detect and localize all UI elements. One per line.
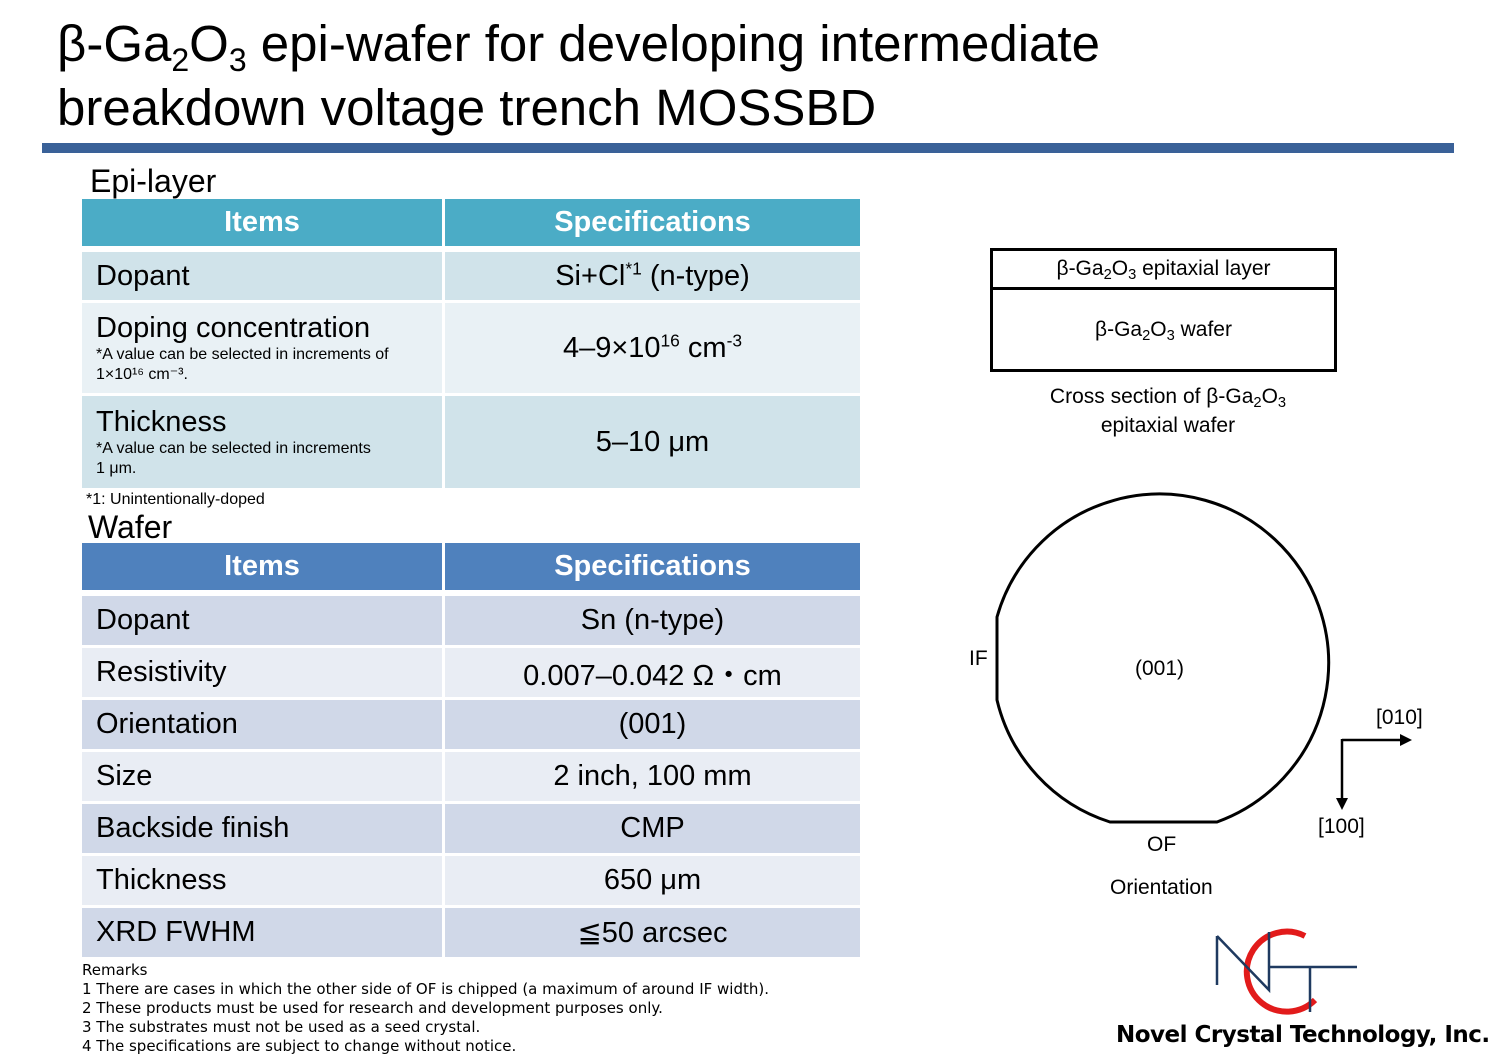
footnote: *1: Unintentionally-doped (86, 491, 265, 508)
remark-line: 1 There are cases in which the other sid… (82, 980, 769, 998)
spec-cell: Si+Cl*1 (n-type) (445, 252, 860, 300)
table-header: Items Specifications (82, 199, 860, 246)
spec-cell: 5–10 μm (445, 396, 860, 488)
spec-cell: 650 μm (445, 856, 860, 905)
company-name: Novel Crystal Technology, Inc. (1116, 1022, 1490, 1048)
slide-title: β-Ga2O3 epi-wafer for developing interme… (57, 15, 1100, 136)
table-row: Size 2 inch, 100 mm (82, 752, 860, 801)
table-row: XRD FWHM ≦50 arcsec (82, 908, 860, 957)
axis-x-label: [010] (1376, 706, 1423, 729)
remark-line: 4 The specifications are subject to chan… (82, 1037, 517, 1055)
item-cell: Dopant (82, 252, 442, 300)
spec-cell: 2 inch, 100 mm (445, 752, 860, 801)
col-items: Items (82, 199, 442, 246)
remarks-heading: Remarks (82, 961, 148, 979)
remark-line: 3 The substrates must not be used as a s… (82, 1018, 481, 1036)
face-label: (001) (1135, 657, 1185, 680)
of-label: OF (1147, 833, 1177, 856)
table-row: Resistivity 0.007–0.042 Ω・cm (82, 648, 860, 697)
company-logo-icon (1215, 928, 1357, 1015)
item-cell: Orientation (82, 700, 442, 749)
table-header: Items Specifications (82, 543, 860, 590)
remark-line: 2 These products must be used for resear… (82, 999, 663, 1017)
epi-layer-heading: Epi-layer (90, 163, 217, 199)
item-cell: Dopant (82, 596, 442, 645)
spec-cell: CMP (445, 804, 860, 853)
col-specs: Specifications (445, 543, 860, 590)
cross-section-diagram: β-Ga2O3 epitaxial layer β-Ga2O3 wafer (990, 248, 1337, 372)
spec-cell: ≦50 arcsec (445, 908, 860, 957)
axis-y-label: [100] (1318, 815, 1365, 838)
item-cell: Size (82, 752, 442, 801)
spec-cell: Sn (n-type) (445, 596, 860, 645)
table-row: Orientation (001) (82, 700, 860, 749)
wafer-box: β-Ga2O3 wafer (1095, 317, 1232, 344)
remarks: Remarks 1 There are cases in which the o… (82, 961, 769, 1056)
cross-section-caption: Cross section of β-Ga2O3 epitaxial wafer (1049, 385, 1287, 437)
orientation-diagram (995, 492, 1412, 824)
epitaxial-layer-box: β-Ga2O3 epitaxial layer (993, 251, 1334, 290)
item-cell: Resistivity (82, 648, 442, 697)
item-cell: Backside finish (82, 804, 442, 853)
spec-cell: (001) (445, 700, 860, 749)
table-row: Dopant Sn (n-type) (82, 596, 860, 645)
item-cell: Thickness *A value can be selected in inc… (82, 396, 442, 488)
wafer-outline (995, 492, 1331, 824)
wafer-heading: Wafer (88, 509, 173, 545)
col-items: Items (82, 543, 442, 590)
item-cell: Doping concentration *A value can be sele… (82, 303, 442, 393)
table-row: Thickness 650 μm (82, 856, 860, 905)
table-row: Doping concentration *A value can be sele… (82, 303, 860, 393)
table-row: Dopant Si+Cl*1 (n-type) (82, 252, 860, 300)
table-row: Backside finish CMP (82, 804, 860, 853)
item-cell: Thickness (82, 856, 442, 905)
spec-cell: 0.007–0.042 Ω・cm (445, 648, 860, 697)
spec-cell: 4–9×1016 cm-3 (445, 303, 860, 393)
table-row: Thickness *A value can be selected in inc… (82, 396, 860, 488)
col-specs: Specifications (445, 199, 860, 246)
item-cell: XRD FWHM (82, 908, 442, 957)
if-label: IF (969, 647, 988, 670)
title-rule (42, 143, 1454, 153)
orientation-caption: Orientation (1110, 876, 1213, 899)
